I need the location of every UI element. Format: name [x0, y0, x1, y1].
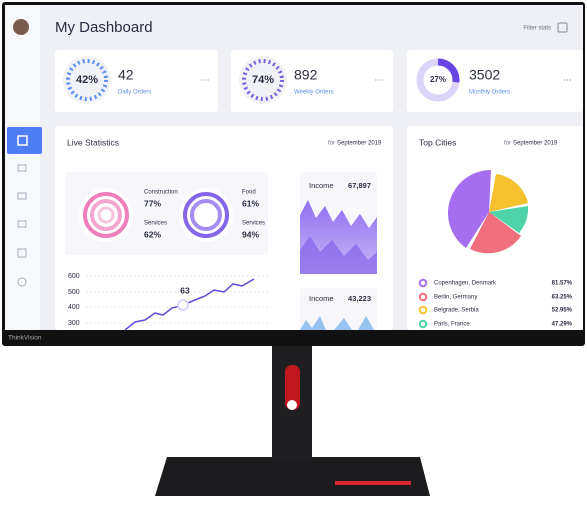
stat-percent: 42%: [76, 74, 98, 86]
ring-arc: [416, 58, 460, 102]
period-prefix: for: [504, 141, 511, 147]
point-label: 63: [180, 285, 190, 295]
stand-base: [155, 457, 430, 496]
menu-dot[interactable]: [378, 79, 380, 81]
pie-slice: [447, 169, 491, 248]
ring-name: Construction: [144, 190, 178, 196]
cities-title: Top Cities: [419, 137, 456, 147]
ring-name: Services: [242, 221, 265, 227]
dotted-ring: [242, 59, 284, 101]
dotted-ring: [66, 59, 108, 101]
brand: ThinkVision: [8, 335, 42, 342]
income-area: [300, 316, 374, 330]
stat-percent: 74%: [252, 74, 274, 86]
city-value: 63.25%: [552, 295, 573, 301]
nav-icon[interactable]: [17, 248, 27, 258]
axis-label: 400: [68, 304, 80, 311]
ring: [190, 199, 222, 231]
live-title: Live Statistics: [67, 137, 119, 147]
period[interactable]: September 2019: [513, 141, 558, 147]
menu-dot[interactable]: [566, 79, 568, 81]
ring: [90, 199, 122, 231]
ring-value: 62%: [144, 229, 161, 239]
nav-icon[interactable]: [17, 192, 27, 200]
axis-label: 600: [68, 273, 80, 280]
city-value: 52.95%: [552, 308, 573, 314]
period-prefix: for: [328, 141, 335, 147]
ring-name: Food: [242, 190, 256, 196]
income-value: 67,897: [348, 181, 371, 190]
menu-dot[interactable]: [563, 79, 565, 81]
legend-dot: [418, 305, 428, 315]
income-label: Income: [309, 294, 334, 303]
avatar[interactable]: [13, 19, 29, 35]
city-name: Belgrade, Serbia: [434, 308, 479, 314]
point-marker[interactable]: [177, 299, 189, 311]
legend-dot: [418, 278, 428, 288]
menu-dot[interactable]: [569, 79, 571, 81]
menu-dot[interactable]: [381, 79, 383, 81]
city-name: Copenhagen, Denmark: [434, 281, 497, 287]
menu-dot[interactable]: [375, 79, 377, 81]
pie-slice: [489, 174, 528, 212]
neck-slot: [285, 365, 300, 410]
page-title: My Dashboard: [55, 19, 153, 36]
ring-bg: [239, 56, 287, 104]
city-name: Berlin, Germany: [434, 295, 477, 301]
income-area: [300, 236, 377, 274]
sidebar: [5, 5, 40, 330]
ring-name: Services: [144, 221, 167, 227]
nav-icon[interactable]: [17, 277, 27, 287]
period[interactable]: September 2019: [337, 141, 382, 147]
stat-label: Monthly Orders: [469, 90, 510, 96]
ring: [183, 192, 229, 238]
trend-line: [124, 278, 255, 331]
neck-hole: [287, 400, 297, 410]
city-value: 81.57%: [552, 281, 573, 287]
menu-dot[interactable]: [204, 79, 206, 81]
legend-dot: [418, 292, 428, 302]
filter-label[interactable]: Filter stats: [523, 26, 551, 32]
axis-label: 500: [68, 289, 80, 296]
city-value: 47.29%: [552, 322, 573, 328]
city-name: Paris, France: [434, 322, 470, 328]
axis-label: 300: [68, 320, 80, 327]
nav-icon[interactable]: [17, 164, 27, 172]
pie-slice: [470, 212, 521, 254]
nav-icon: [17, 135, 28, 146]
stat-label: Daily Orders: [118, 90, 151, 96]
menu-dot[interactable]: [207, 79, 209, 81]
stat-value: 3502: [469, 67, 500, 83]
legend-dot: [418, 319, 428, 329]
stat-value: 42: [118, 67, 134, 83]
ring-bg: [79, 188, 133, 242]
ring: [97, 206, 115, 224]
ring-value: 77%: [144, 198, 161, 208]
stat-value: 892: [294, 67, 318, 83]
nav-active[interactable]: [7, 127, 42, 154]
ring: [83, 192, 129, 238]
ring-value: 61%: [242, 198, 259, 208]
income-label: Income: [309, 181, 334, 190]
filter-icon[interactable]: [557, 22, 568, 33]
menu-dot[interactable]: [201, 79, 203, 81]
income-value: 43,223: [348, 294, 371, 303]
stat-label: Weekly Orders: [294, 90, 334, 96]
stat-percent: 27%: [430, 75, 446, 84]
ring-bg: [179, 188, 233, 242]
nav-icon[interactable]: [17, 220, 27, 228]
ring-value: 94%: [242, 229, 259, 239]
pie-slice: [489, 206, 529, 233]
ring-bg: [63, 56, 111, 104]
base-stripe: [335, 481, 411, 485]
